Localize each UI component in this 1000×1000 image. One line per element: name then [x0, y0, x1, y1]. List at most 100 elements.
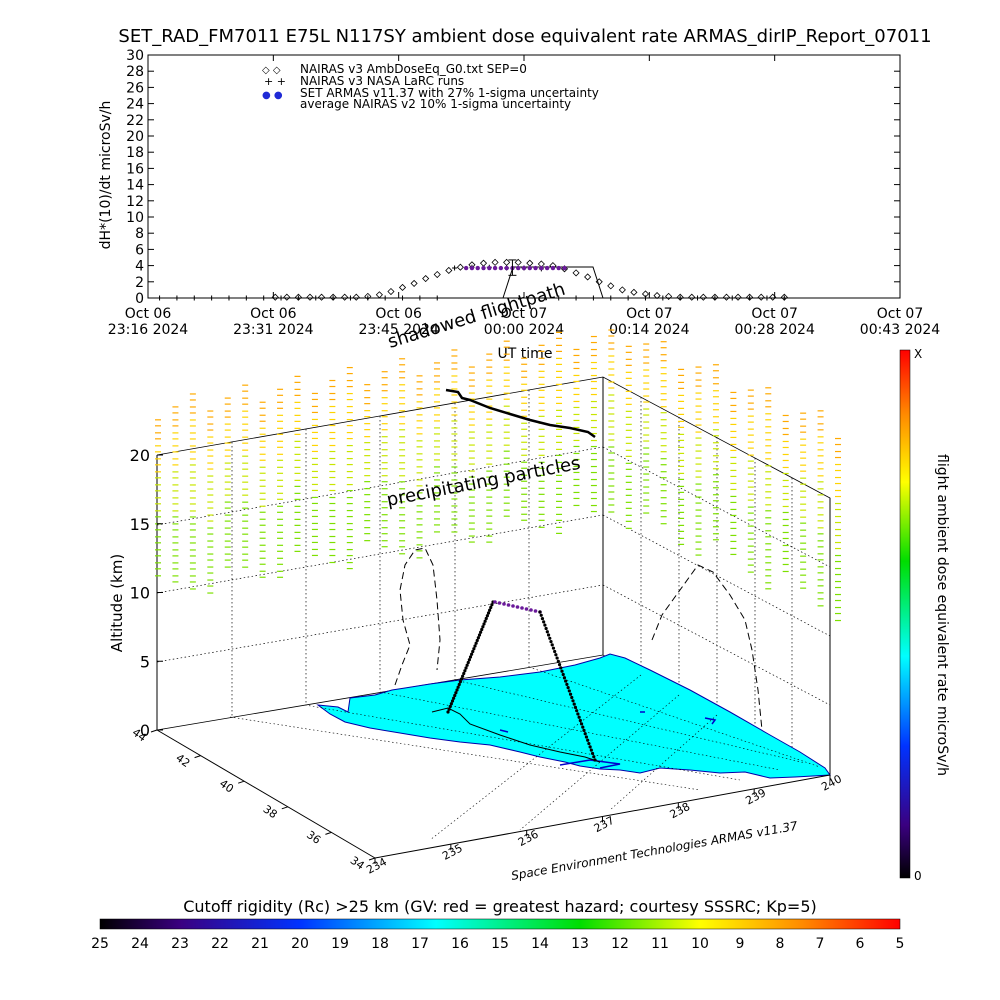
rigidity-tick-label: 16 [451, 936, 469, 952]
flight-point [481, 625, 485, 629]
nasa-larc-point [660, 295, 666, 301]
longitude-tick-label: 239 [743, 786, 768, 807]
latitude-tick [238, 780, 245, 784]
nasa-larc-point [452, 265, 458, 271]
armas-point [527, 265, 532, 271]
flight-point [457, 682, 461, 687]
rigidity-colorbar-ticks: 25 24 23 22 21 20 19 18 17 16 15 14 13 12 11 10 9 8 7 6 5 [91, 936, 904, 952]
longitude-tick-label: 238 [668, 800, 693, 821]
flight-point [582, 728, 586, 733]
flight-point [462, 671, 466, 676]
flight-point [472, 647, 476, 651]
flight-point [584, 735, 589, 739]
armas-point [475, 265, 480, 271]
rigidity-colorbar: Cutoff rigidity (Rc) >25 km (GV: red = g… [91, 897, 904, 952]
flight-point [542, 620, 546, 624]
flight-point [556, 659, 560, 663]
flight-point [480, 627, 484, 632]
top-y-tick-label: 12 [126, 194, 144, 210]
nasa-larc-point [781, 295, 787, 301]
nairas-v2-errorbar [508, 259, 517, 276]
flight-point [570, 695, 574, 700]
top-y-tick-label: 22 [126, 113, 144, 129]
nasa-larc-point [330, 295, 336, 301]
top-legend: ◇ ◇ NAIRAS v3 AmbDoseEq_G0.txt SEP=0 + +… [262, 62, 599, 111]
flight-point-armas [515, 605, 520, 609]
flight-point [581, 725, 585, 729]
flight-point [564, 679, 568, 683]
flight-point [579, 722, 584, 726]
nasa-larc-point [174, 295, 180, 301]
rigidity-tick-label: 10 [691, 936, 709, 952]
latitude-tick-label: 42 [173, 751, 192, 770]
flight-point [468, 655, 473, 659]
nairas-v3-point [283, 293, 291, 301]
nasa-larc-point [157, 295, 163, 301]
top-x-tick-label-time: 00:43 2024 [860, 322, 941, 338]
nairas-v3-point [341, 293, 349, 301]
nasa-larc-point [191, 295, 197, 301]
top-x-tick-label-day: Oct 06 [250, 306, 297, 322]
armas-point [504, 265, 509, 271]
flight-point [573, 705, 578, 709]
rigidity-tick-label: 20 [291, 936, 309, 952]
top-y-tick-label: 16 [126, 161, 144, 177]
flight-point [474, 641, 478, 645]
rigidity-tick-label: 6 [856, 936, 865, 952]
flight-point [567, 689, 571, 693]
flight-point [479, 630, 483, 634]
rigidity-tick-label: 5 [896, 936, 905, 952]
nasa-larc-point [295, 295, 301, 301]
flight-point-armas [502, 602, 506, 606]
flight-point-armas [533, 609, 538, 613]
nairas-v3-point [375, 291, 383, 299]
flight-point [538, 610, 542, 614]
flight-point [557, 663, 562, 667]
shadow-outline-left [394, 547, 441, 686]
nasa-larc-point [278, 295, 284, 301]
nairas-v3-point [699, 293, 707, 301]
top-x-tick-label-time: 23:16 2024 [108, 322, 189, 338]
nasa-larc-point [695, 295, 701, 301]
flight-point [459, 677, 464, 681]
rigidity-tick-label: 24 [131, 936, 149, 952]
legend-symbol-nasa-larc: + + [264, 75, 286, 88]
top-y-tick-label: 24 [126, 97, 144, 113]
rigidity-tick-label: 15 [491, 936, 509, 952]
nasa-larc-point [313, 295, 319, 301]
nasa-larc-point [712, 295, 718, 301]
armas-point [498, 265, 504, 271]
flight-point [592, 755, 596, 759]
flight-point [590, 751, 595, 756]
flight-point-armas [511, 604, 515, 608]
flight-point [566, 686, 570, 690]
flight-point [453, 693, 457, 698]
dose-colorbar-top-label: X [914, 347, 922, 361]
flight-point [540, 616, 545, 621]
flight-point [467, 658, 471, 662]
latitude-tick [150, 729, 158, 733]
top-y-tick-label: 26 [126, 80, 144, 96]
nasa-larc-point [642, 295, 648, 301]
top-y-tick-label: 10 [126, 210, 144, 226]
flight-point [449, 702, 453, 706]
nairas-v3-point [410, 279, 418, 287]
flight-point [553, 649, 557, 654]
flight-point-armas [520, 606, 524, 610]
ground-map [316, 653, 831, 779]
nasa-larc-point [677, 295, 683, 301]
flight-point [560, 669, 564, 673]
flight-point [561, 672, 565, 677]
nairas-v3-point [306, 293, 314, 301]
flight-point [588, 745, 592, 749]
top-x-tick-label-day: Oct 06 [125, 306, 172, 322]
nairas-v3-point [387, 287, 395, 296]
flight-path-3d [446, 600, 597, 762]
nairas-v3-point [491, 258, 499, 266]
rigidity-tick-label: 18 [371, 936, 389, 952]
flight-point [549, 640, 553, 644]
flight-point [463, 669, 467, 673]
rigidity-tick-label: 21 [251, 936, 269, 952]
armas-point [533, 265, 538, 271]
altitude-tick-label: 20 [130, 446, 150, 465]
